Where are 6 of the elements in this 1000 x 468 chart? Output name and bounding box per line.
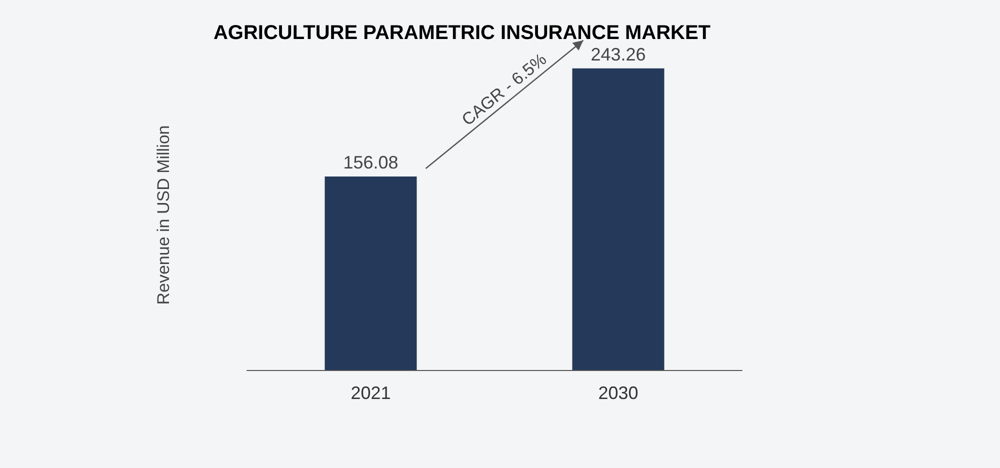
y-axis-title: Revenue in USD Million [154,125,173,305]
x-tick-label: 2030 [598,383,638,403]
x-tick-label: 2021 [350,383,391,403]
chart-title: AGRICULTURE PARAMETRIC INSURANCE MARKET [213,22,711,44]
data-label: 156.08 [343,152,398,172]
data-label: 243.26 [590,44,646,64]
